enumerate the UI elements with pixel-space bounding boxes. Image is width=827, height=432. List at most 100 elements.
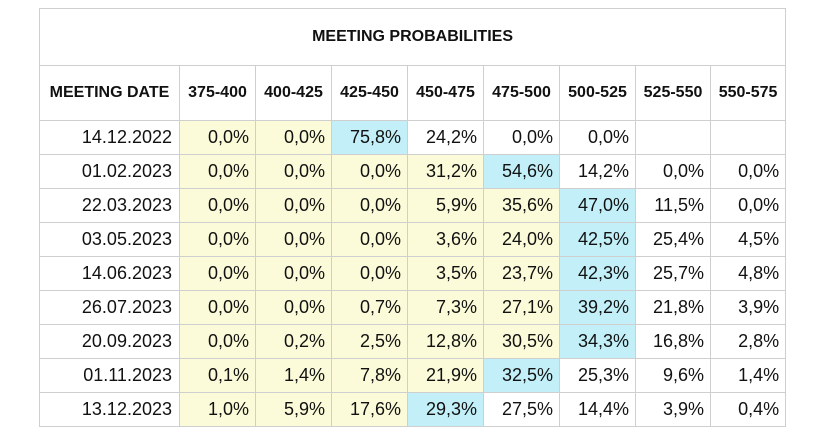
probability-cell: 3,5%: [407, 256, 484, 291]
probability-cell: 0,0%: [255, 188, 332, 223]
column-header-rate-range: 425-450: [331, 65, 408, 121]
probability-cell: 39,2%: [559, 290, 636, 325]
probability-cell: 25,7%: [635, 256, 711, 291]
table-title: MEETING PROBABILITIES: [38, 8, 787, 66]
column-header-rate-range: 475-500: [483, 65, 560, 121]
probability-cell: 0,4%: [709, 392, 787, 427]
header-row: MEETING DATE 375-400 400-425 425-450 450-475…: [39, 65, 787, 121]
table-row: 26.07.2023 0,0% 0,0% 0,7% 7,3% 27,1% 39,2% 21,8…: [39, 290, 787, 325]
probability-cell: 29,3%: [407, 392, 484, 427]
probability-cell: 0,0%: [559, 120, 636, 155]
meeting-probabilities-panel: MEETING PROBABILITIES MEETING DATE 375-40…: [38, 8, 787, 430]
meeting-date-cell: 26.07.2023: [39, 290, 180, 325]
probability-cell: 0,2%: [255, 324, 332, 359]
probability-cell: 0,0%: [331, 188, 408, 223]
probability-cell: 25,4%: [635, 222, 711, 257]
probability-cell: 54,6%: [483, 154, 560, 189]
probability-cell: 27,1%: [483, 290, 560, 325]
probability-cell: 0,0%: [179, 120, 256, 155]
probability-cell: 14,2%: [559, 154, 636, 189]
probability-cell: 7,8%: [331, 358, 408, 393]
probability-cell: 23,7%: [483, 256, 560, 291]
probability-cell: 0,0%: [179, 256, 256, 291]
probability-cell: 31,2%: [407, 154, 484, 189]
column-header-rate-range: 500-525: [559, 65, 636, 121]
probability-cell: 0,0%: [179, 154, 256, 189]
probability-cell: 0,0%: [709, 188, 787, 223]
probability-cell: 34,3%: [559, 324, 636, 359]
probability-cell: 3,9%: [635, 392, 711, 427]
probability-cell: 5,9%: [407, 188, 484, 223]
meeting-date-cell: 01.11.2023: [39, 358, 180, 393]
table-row: 01.11.2023 0,1% 1,4% 7,8% 21,9% 32,5% 25,3% 9,6…: [39, 358, 787, 393]
probability-cell: 0,0%: [255, 154, 332, 189]
probability-cell: 21,8%: [635, 290, 711, 325]
probabilities-table: MEETING PROBABILITIES MEETING DATE 375-40…: [38, 8, 787, 427]
probability-cell: 17,6%: [331, 392, 408, 427]
meeting-date-cell: 13.12.2023: [39, 392, 180, 427]
probability-cell: 35,6%: [483, 188, 560, 223]
probability-cell: 0,1%: [179, 358, 256, 393]
probability-cell: 42,3%: [559, 256, 636, 291]
probability-cell: 14,4%: [559, 392, 636, 427]
probability-cell: 42,5%: [559, 222, 636, 257]
probability-cell: 21,9%: [407, 358, 484, 393]
table-row: 14.06.2023 0,0% 0,0% 0,0% 3,5% 23,7% 42,3% 25,7…: [39, 256, 787, 291]
probability-cell: 0,0%: [255, 222, 332, 257]
meeting-date-cell: 01.02.2023: [39, 154, 180, 189]
probability-cell: 0,0%: [709, 154, 787, 189]
probability-cell: 12,8%: [407, 324, 484, 359]
meeting-date-cell: 14.06.2023: [39, 256, 180, 291]
probability-cell: 1,0%: [179, 392, 256, 427]
probability-cell: 0,0%: [179, 222, 256, 257]
column-header-rate-range: 400-425: [255, 65, 332, 121]
probability-cell: 0,0%: [331, 154, 408, 189]
column-header-meeting-date: MEETING DATE: [39, 65, 180, 121]
column-header-rate-range: 550-575: [709, 65, 787, 121]
table-body: 14.12.2022 0,0% 0,0% 75,8% 24,2% 0,0% 0,0% 01.0…: [39, 120, 787, 427]
meeting-date-cell: 20.09.2023: [39, 324, 180, 359]
table-row: 13.12.2023 1,0% 5,9% 17,6% 29,3% 27,5% 14,4% 3,…: [39, 392, 787, 427]
column-header-rate-range: 450-475: [407, 65, 484, 121]
probability-cell: 0,7%: [331, 290, 408, 325]
table-row: 01.02.2023 0,0% 0,0% 0,0% 31,2% 54,6% 14,2% 0,0…: [39, 154, 787, 189]
table-row: 03.05.2023 0,0% 0,0% 0,0% 3,6% 24,0% 42,5% 25,4…: [39, 222, 787, 257]
probability-cell: 1,4%: [709, 358, 787, 393]
probability-cell: 0,0%: [179, 324, 256, 359]
probability-cell: 0,0%: [331, 256, 408, 291]
probability-cell: [635, 120, 711, 155]
column-header-rate-range: 525-550: [635, 65, 711, 121]
probability-cell: 9,6%: [635, 358, 711, 393]
probability-cell: 3,9%: [709, 290, 787, 325]
probability-cell: 5,9%: [255, 392, 332, 427]
probability-cell: 16,8%: [635, 324, 711, 359]
probability-cell: 7,3%: [407, 290, 484, 325]
probability-cell: 0,0%: [635, 154, 711, 189]
probability-cell: 0,0%: [255, 290, 332, 325]
probability-cell: 11,5%: [635, 188, 711, 223]
probability-cell: 0,0%: [331, 222, 408, 257]
probability-cell: 2,8%: [709, 324, 787, 359]
probability-cell: 4,5%: [709, 222, 787, 257]
probability-cell: 2,5%: [331, 324, 408, 359]
title-row: MEETING PROBABILITIES: [38, 8, 787, 66]
probability-cell: 0,0%: [179, 290, 256, 325]
column-header-rate-range: 375-400: [179, 65, 256, 121]
probability-cell: 3,6%: [407, 222, 484, 257]
probability-cell: 1,4%: [255, 358, 332, 393]
table-row: 22.03.2023 0,0% 0,0% 0,0% 5,9% 35,6% 47,0% 11,5…: [39, 188, 787, 223]
table-row: 14.12.2022 0,0% 0,0% 75,8% 24,2% 0,0% 0,0%: [39, 120, 787, 155]
meeting-date-cell: 22.03.2023: [39, 188, 180, 223]
meeting-date-cell: 03.05.2023: [39, 222, 180, 257]
probability-cell: 47,0%: [559, 188, 636, 223]
table-row: 20.09.2023 0,0% 0,2% 2,5% 12,8% 30,5% 34,3% 16,…: [39, 324, 787, 359]
probability-cell: 0,0%: [255, 120, 332, 155]
probability-cell: 75,8%: [331, 120, 408, 155]
probability-cell: [709, 120, 787, 155]
probability-cell: 0,0%: [255, 256, 332, 291]
probability-cell: 0,0%: [483, 120, 560, 155]
probability-cell: 0,0%: [179, 188, 256, 223]
probability-cell: 24,0%: [483, 222, 560, 257]
probability-cell: 27,5%: [483, 392, 560, 427]
probability-cell: 32,5%: [483, 358, 560, 393]
